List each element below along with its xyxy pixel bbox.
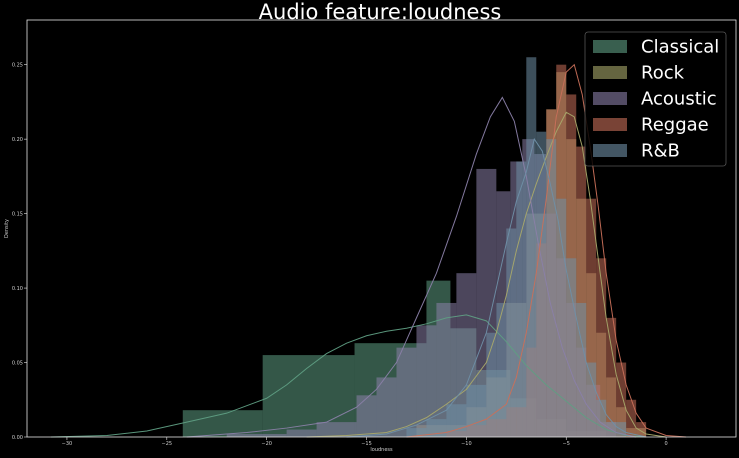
x-tick-label: −25 xyxy=(162,441,173,447)
y-tick-label: 0.20 xyxy=(12,137,23,143)
legend-swatch-acoustic xyxy=(593,92,627,105)
axes-frame xyxy=(26,19,737,438)
hist-bar-r-b xyxy=(526,57,537,437)
x-tick-label: −30 xyxy=(62,441,73,447)
legend-swatch-reggae xyxy=(593,118,627,131)
legend-label-rock: Rock xyxy=(641,63,685,84)
x-axis-label: loudness xyxy=(370,447,393,453)
legend-swatch-r-b xyxy=(593,144,627,157)
hist-bar-reggae xyxy=(576,146,587,437)
hist-bar-r-b xyxy=(566,258,577,437)
legend-swatch-classical xyxy=(593,40,627,53)
x-tick-label: −10 xyxy=(461,441,472,447)
legend-label-acoustic: Acoustic xyxy=(641,89,717,110)
hist-bar-r-b xyxy=(496,302,507,437)
hist-bar-acoustic xyxy=(226,434,287,437)
x-tick-label: −20 xyxy=(261,441,272,447)
hist-bar-r-b xyxy=(576,302,587,437)
hist-bar-reggae xyxy=(596,258,607,437)
legend-swatch-rock xyxy=(593,66,627,79)
hist-bar-acoustic xyxy=(316,422,357,437)
hist-bar-r-b xyxy=(536,131,547,437)
hist-bar-acoustic xyxy=(396,347,417,437)
legend-label-reggae: Reggae xyxy=(641,115,709,136)
y-tick-label: 0.25 xyxy=(12,62,23,68)
hist-bar-reggae xyxy=(616,362,627,437)
y-tick-label: 0.15 xyxy=(12,211,23,217)
hist-bar-r-b xyxy=(596,399,607,437)
x-tick-label: −5 xyxy=(563,441,570,447)
hist-bar-acoustic xyxy=(286,429,317,437)
y-tick-label: 0.10 xyxy=(12,286,23,292)
hist-bar-r-b xyxy=(556,198,567,437)
x-tick-label: 0 xyxy=(665,441,668,447)
hist-bar-r-b xyxy=(486,332,497,437)
y-axis-label: Density xyxy=(4,219,10,238)
hist-bar-r-b xyxy=(466,384,487,438)
hist-bar-r-b xyxy=(426,419,447,437)
y-tick-label: 0.00 xyxy=(12,435,23,441)
kde-line-acoustic xyxy=(186,96,637,438)
hist-bar-acoustic xyxy=(416,325,437,437)
kde-line-classical xyxy=(50,314,647,438)
hist-bar-r-b xyxy=(516,161,527,438)
hist-bar-r-b xyxy=(406,428,427,437)
hist-bar-r-b xyxy=(446,404,467,437)
hist-bar-acoustic xyxy=(356,395,377,437)
legend-label-r-b: R&B xyxy=(641,141,680,162)
x-tick-label: −15 xyxy=(361,441,372,447)
kde-line-rock xyxy=(306,111,667,438)
hist-bar-acoustic xyxy=(376,377,397,437)
legend-label-classical: Classical xyxy=(641,37,719,58)
hist-bar-r-b xyxy=(586,362,597,437)
kde-line-reggae xyxy=(406,63,687,438)
hist-bar-reggae xyxy=(636,422,647,437)
kde-line-r-b xyxy=(346,137,647,438)
y-tick-label: 0.05 xyxy=(12,360,23,366)
hist-bar-r-b xyxy=(506,228,517,437)
hist-bar-reggae xyxy=(606,317,617,437)
legend-box xyxy=(584,31,727,167)
hist-bar-r-b xyxy=(546,139,557,437)
hist-bar-reggae xyxy=(586,198,597,437)
